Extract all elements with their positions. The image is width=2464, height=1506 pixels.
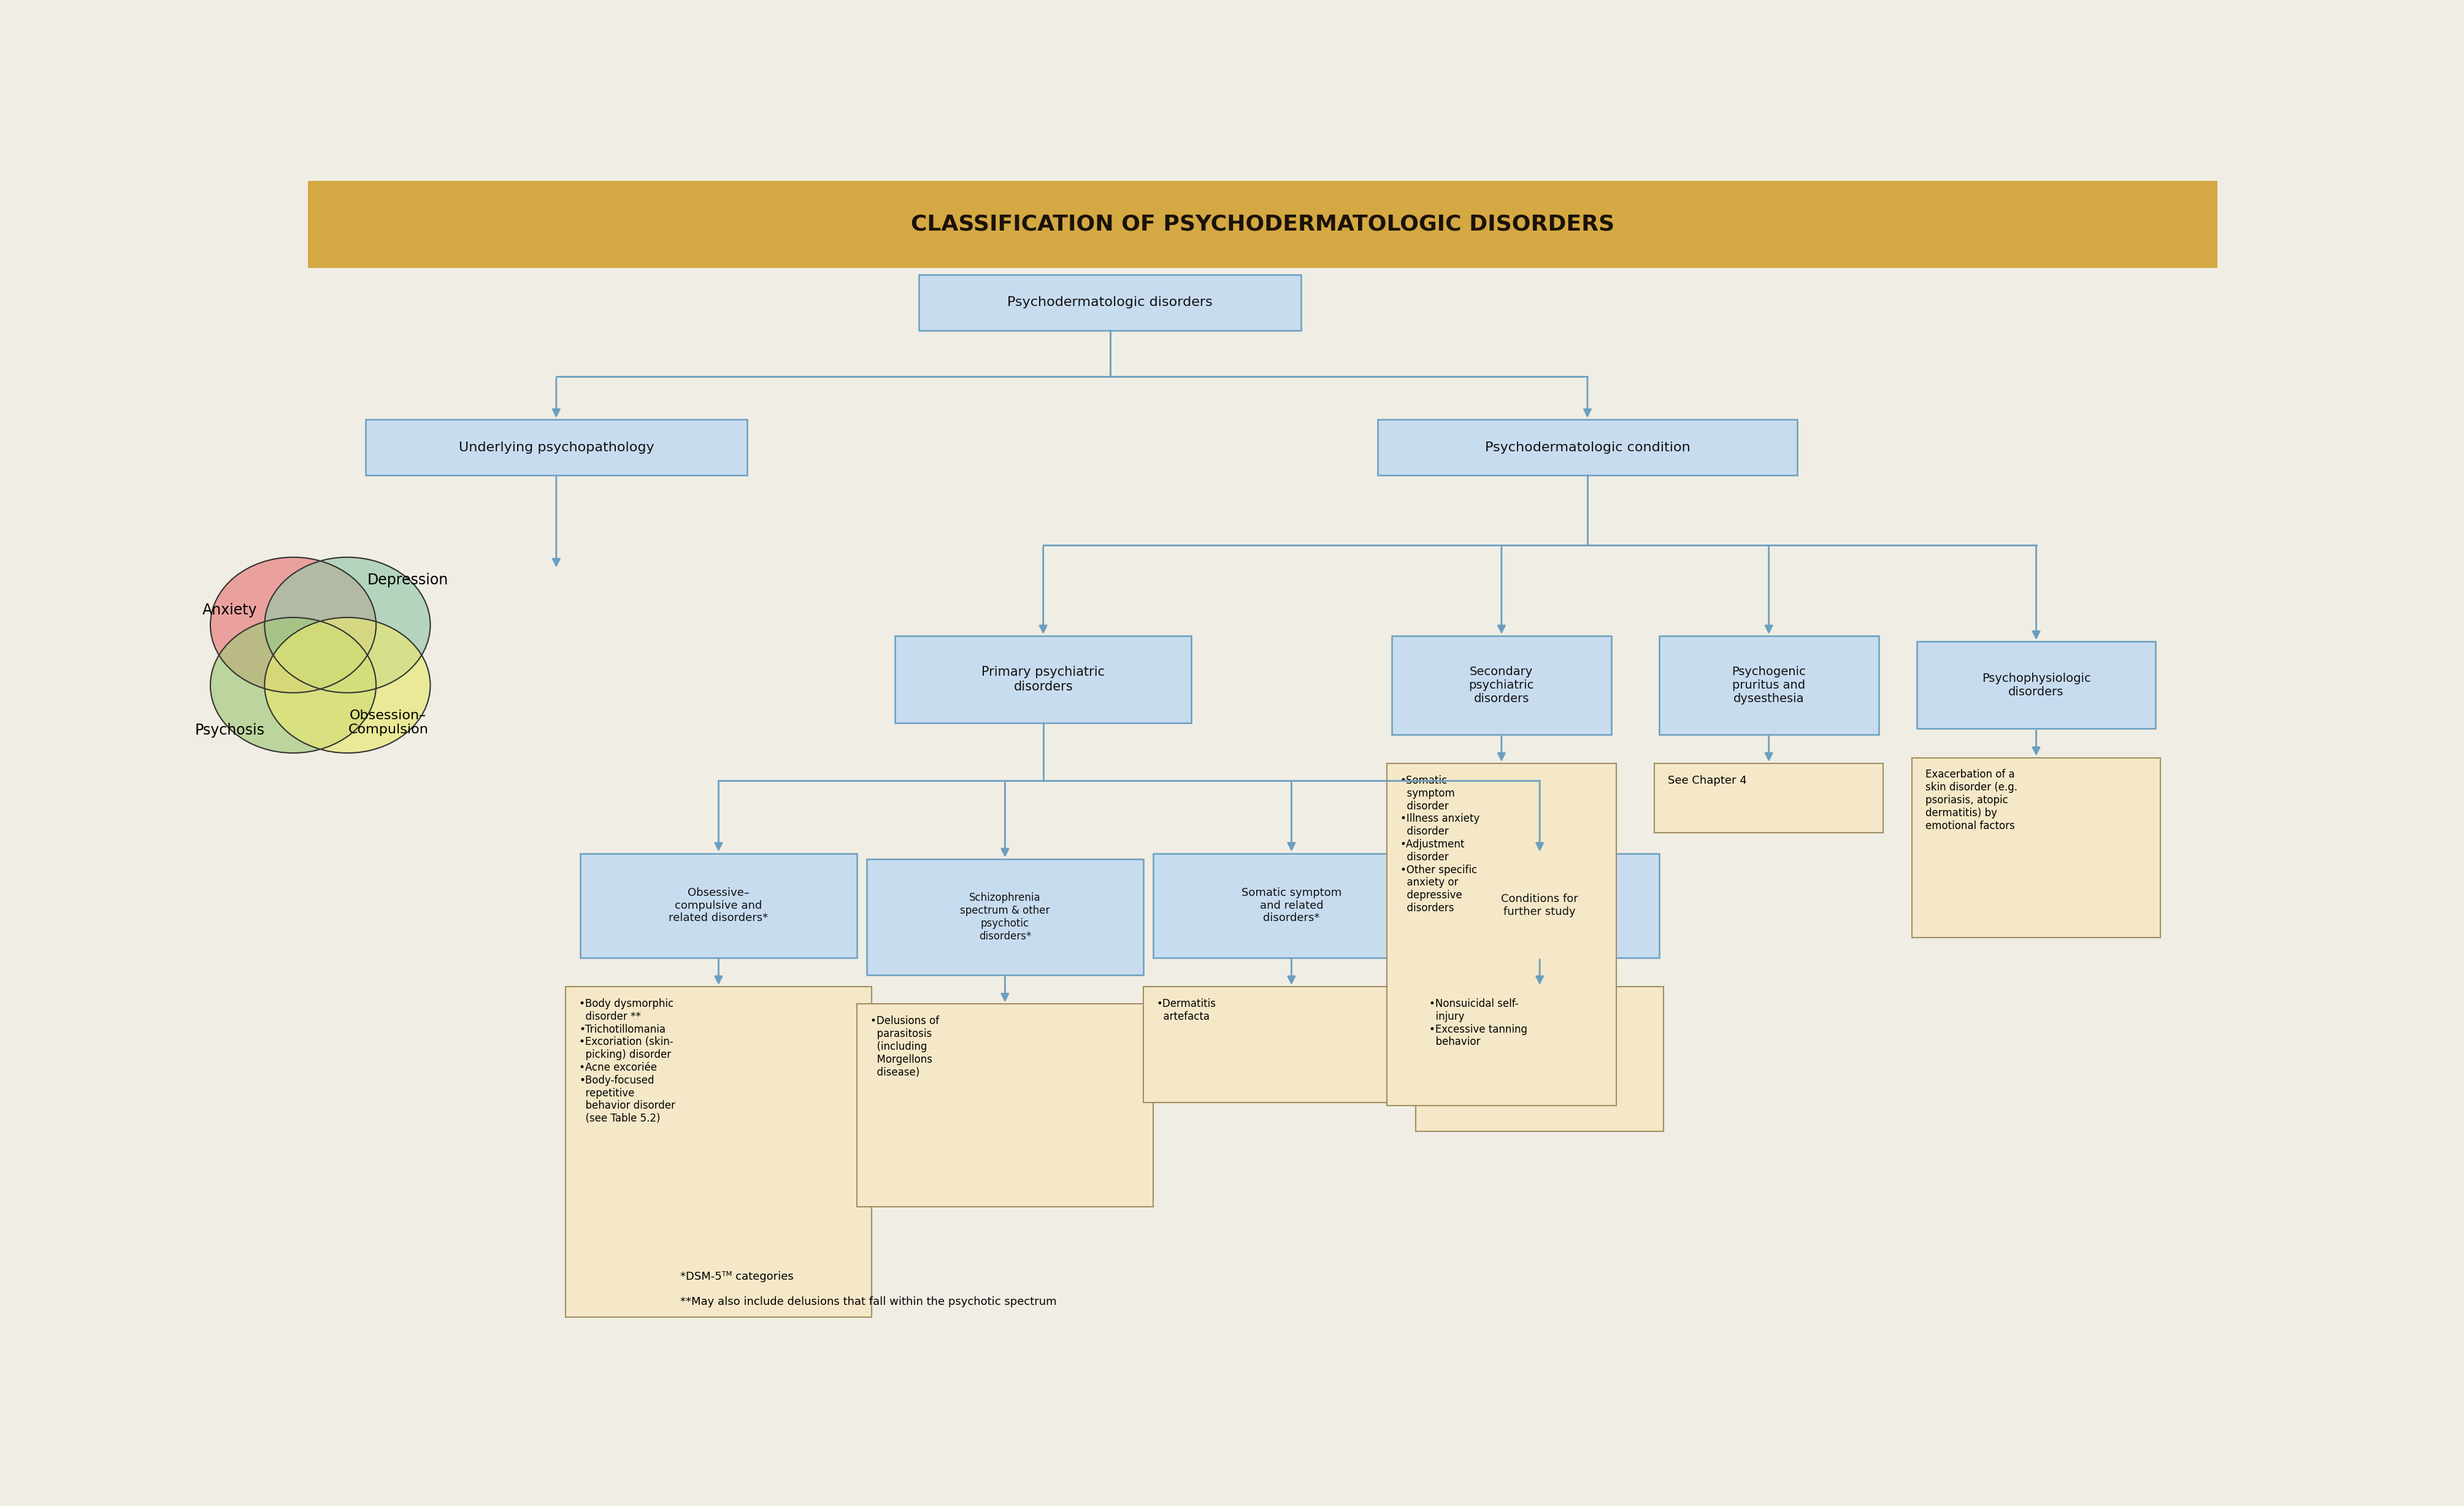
- Text: Schizophrenia
spectrum & other
psychotic
disorders*: Schizophrenia spectrum & other psychotic…: [961, 893, 1050, 941]
- Text: •Body dysmorphic
  disorder **
•Trichotillomania
•Excoriation (skin-
  picking) : •Body dysmorphic disorder ** •Trichotill…: [579, 998, 675, 1123]
- Text: •Delusions of
  parasitosis
  (including
  Morgellons
  disease): •Delusions of parasitosis (including Mor…: [870, 1015, 939, 1078]
- FancyBboxPatch shape: [365, 420, 747, 476]
- Ellipse shape: [209, 617, 377, 753]
- Text: Exacerbation of a
skin disorder (e.g.
psoriasis, atopic
dermatitis) by
emotional: Exacerbation of a skin disorder (e.g. ps…: [1924, 770, 2018, 831]
- Text: •Dermatitis
  artefacta: •Dermatitis artefacta: [1156, 998, 1217, 1023]
- Text: •Nonsuicidal self-
  injury
•Excessive tanning
  behavior: •Nonsuicidal self- injury •Excessive tan…: [1429, 998, 1528, 1048]
- FancyBboxPatch shape: [567, 986, 872, 1318]
- FancyBboxPatch shape: [1912, 758, 2161, 937]
- FancyBboxPatch shape: [308, 181, 2218, 268]
- FancyBboxPatch shape: [1387, 764, 1616, 1105]
- FancyBboxPatch shape: [1419, 854, 1658, 958]
- Text: Psychogenic
pruritus and
dysesthesia: Psychogenic pruritus and dysesthesia: [1732, 666, 1806, 705]
- Text: Psychophysiologic
disorders: Psychophysiologic disorders: [1981, 673, 2089, 697]
- Text: Depression: Depression: [367, 572, 448, 587]
- FancyBboxPatch shape: [867, 858, 1143, 974]
- FancyBboxPatch shape: [1917, 642, 2156, 729]
- Text: Obsession–
Compulsion: Obsession– Compulsion: [347, 709, 429, 736]
- Ellipse shape: [264, 617, 431, 753]
- Text: Obsessive–
compulsive and
related disorders*: Obsessive– compulsive and related disord…: [668, 887, 769, 923]
- Text: *DSM-5ᵀᴹ categories: *DSM-5ᵀᴹ categories: [680, 1271, 793, 1282]
- FancyBboxPatch shape: [1377, 420, 1799, 476]
- Text: Psychosis: Psychosis: [195, 723, 266, 738]
- Text: Psychodermatologic condition: Psychodermatologic condition: [1486, 441, 1690, 453]
- Text: Underlying psychopathology: Underlying psychopathology: [458, 441, 653, 453]
- Text: Somatic symptom
and related
disorders*: Somatic symptom and related disorders*: [1242, 887, 1340, 923]
- Text: CLASSIFICATION OF PSYCHODERMATOLOGIC DISORDERS: CLASSIFICATION OF PSYCHODERMATOLOGIC DIS…: [912, 214, 1614, 235]
- Text: Psychodermatologic disorders: Psychodermatologic disorders: [1008, 297, 1212, 309]
- Text: Secondary
psychiatric
disorders: Secondary psychiatric disorders: [1469, 666, 1535, 705]
- Text: Anxiety: Anxiety: [202, 602, 256, 617]
- Ellipse shape: [209, 557, 377, 693]
- Text: Primary psychiatric
disorders: Primary psychiatric disorders: [981, 666, 1104, 693]
- FancyBboxPatch shape: [1153, 854, 1429, 958]
- Ellipse shape: [264, 557, 431, 693]
- FancyBboxPatch shape: [857, 1005, 1153, 1206]
- FancyBboxPatch shape: [919, 274, 1301, 330]
- FancyBboxPatch shape: [1653, 764, 1882, 833]
- Text: Conditions for
further study: Conditions for further study: [1501, 893, 1579, 917]
- Text: •Somatic
  symptom
  disorder
•Illness anxiety
  disorder
•Adjustment
  disorder: •Somatic symptom disorder •Illness anxie…: [1400, 776, 1478, 914]
- FancyBboxPatch shape: [894, 636, 1190, 723]
- Text: See Chapter 4: See Chapter 4: [1668, 776, 1747, 786]
- FancyBboxPatch shape: [1658, 636, 1878, 735]
- FancyBboxPatch shape: [1143, 986, 1439, 1102]
- FancyBboxPatch shape: [1417, 986, 1663, 1131]
- Text: **May also include delusions that fall within the psychotic spectrum: **May also include delusions that fall w…: [680, 1297, 1057, 1307]
- FancyBboxPatch shape: [579, 854, 857, 958]
- FancyBboxPatch shape: [1392, 636, 1611, 735]
